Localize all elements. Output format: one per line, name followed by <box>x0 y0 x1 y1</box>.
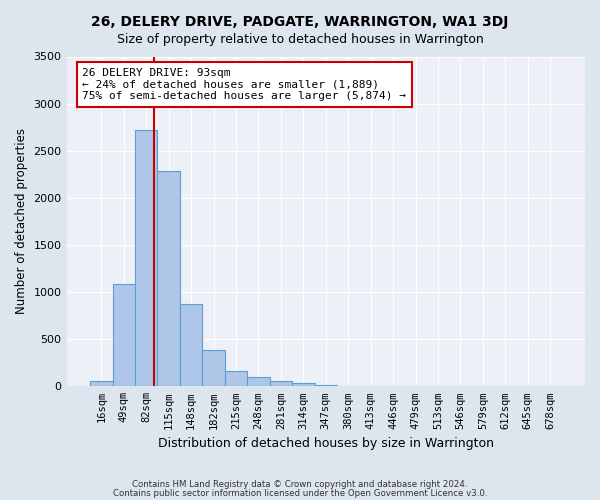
Text: Size of property relative to detached houses in Warrington: Size of property relative to detached ho… <box>116 32 484 46</box>
Bar <box>90 381 113 386</box>
Bar <box>269 381 292 386</box>
Y-axis label: Number of detached properties: Number of detached properties <box>15 128 28 314</box>
Text: 26 DELERY DRIVE: 93sqm
← 24% of detached houses are smaller (1,889)
75% of semi-: 26 DELERY DRIVE: 93sqm ← 24% of detached… <box>82 68 406 101</box>
Bar <box>113 284 135 387</box>
Bar <box>292 384 314 386</box>
Bar <box>180 304 202 386</box>
Bar <box>202 350 225 387</box>
Bar <box>135 130 157 386</box>
Text: Contains HM Land Registry data © Crown copyright and database right 2024.: Contains HM Land Registry data © Crown c… <box>132 480 468 489</box>
Text: Contains public sector information licensed under the Open Government Licence v3: Contains public sector information licen… <box>113 490 487 498</box>
Text: 26, DELERY DRIVE, PADGATE, WARRINGTON, WA1 3DJ: 26, DELERY DRIVE, PADGATE, WARRINGTON, W… <box>91 15 509 29</box>
X-axis label: Distribution of detached houses by size in Warrington: Distribution of detached houses by size … <box>158 437 494 450</box>
Bar <box>157 170 180 386</box>
Bar <box>225 371 247 386</box>
Bar <box>247 377 269 386</box>
Bar <box>314 385 337 386</box>
